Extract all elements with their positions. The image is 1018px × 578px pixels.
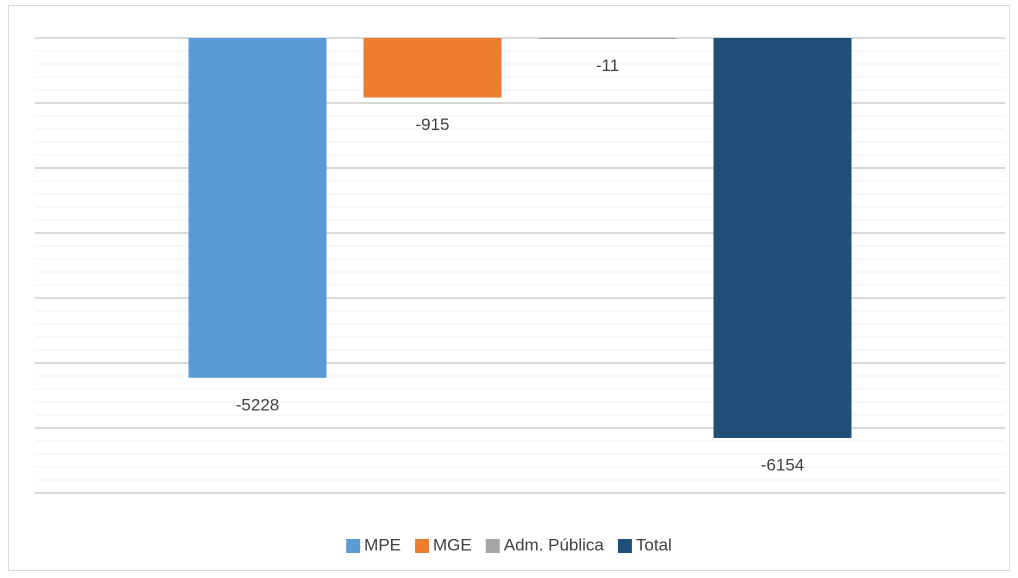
bar — [188, 38, 327, 378]
legend-label: MGE — [433, 535, 472, 554]
legend-label: Adm. Pública — [504, 535, 605, 554]
bar — [713, 38, 852, 439]
data-label: -11 — [596, 56, 619, 75]
legend-swatch — [415, 539, 430, 553]
bar — [363, 38, 502, 98]
bar — [538, 38, 677, 39]
legend-label: MPE — [364, 535, 401, 554]
data-label: -6154 — [761, 455, 804, 474]
data-label: -5228 — [236, 395, 279, 414]
data-label: -915 — [415, 115, 449, 134]
legend-swatch — [617, 539, 632, 553]
legend-swatch — [485, 539, 500, 553]
legend-swatch — [346, 539, 361, 553]
legend-label: Total — [636, 535, 672, 554]
